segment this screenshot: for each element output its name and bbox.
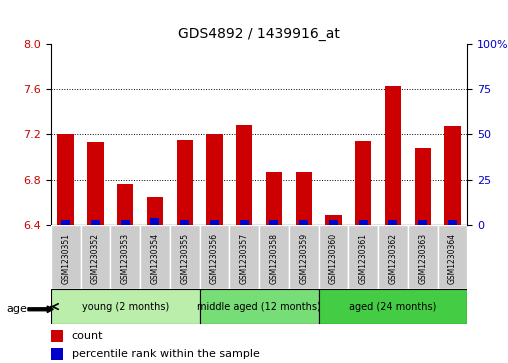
FancyBboxPatch shape	[51, 289, 200, 324]
Bar	[299, 220, 308, 225]
FancyBboxPatch shape	[378, 225, 408, 289]
FancyBboxPatch shape	[110, 225, 140, 289]
Text: GSM1230361: GSM1230361	[359, 233, 368, 284]
Bar	[150, 218, 160, 225]
FancyBboxPatch shape	[289, 225, 319, 289]
FancyBboxPatch shape	[319, 289, 467, 324]
Bar	[418, 220, 427, 225]
Text: GSM1230351: GSM1230351	[61, 233, 70, 284]
Text: GSM1230357: GSM1230357	[240, 233, 249, 284]
FancyBboxPatch shape	[229, 225, 259, 289]
FancyBboxPatch shape	[319, 225, 348, 289]
FancyBboxPatch shape	[140, 225, 170, 289]
Bar	[236, 125, 252, 225]
Bar	[269, 220, 278, 225]
Text: percentile rank within the sample: percentile rank within the sample	[72, 349, 260, 359]
FancyBboxPatch shape	[259, 225, 289, 289]
Text: aged (24 months): aged (24 months)	[350, 302, 437, 311]
Bar	[329, 220, 338, 225]
Text: GSM1230360: GSM1230360	[329, 233, 338, 284]
Bar	[206, 134, 223, 225]
Bar	[385, 86, 401, 225]
FancyBboxPatch shape	[170, 225, 200, 289]
Bar	[117, 184, 134, 225]
Bar	[121, 220, 130, 225]
Bar	[415, 148, 431, 225]
Text: GSM1230356: GSM1230356	[210, 233, 219, 284]
Bar	[444, 126, 461, 225]
FancyBboxPatch shape	[51, 225, 81, 289]
Text: GSM1230362: GSM1230362	[389, 233, 397, 284]
Bar	[389, 220, 397, 225]
Bar	[61, 220, 70, 225]
Bar	[51, 330, 64, 342]
Text: GSM1230363: GSM1230363	[418, 233, 427, 284]
Bar	[240, 220, 249, 225]
FancyBboxPatch shape	[408, 225, 437, 289]
Text: GSM1230353: GSM1230353	[121, 233, 130, 284]
Text: GSM1230364: GSM1230364	[448, 233, 457, 284]
Bar	[325, 215, 342, 225]
Bar	[51, 348, 64, 360]
Text: GSM1230355: GSM1230355	[180, 233, 189, 284]
Bar	[91, 220, 100, 225]
FancyBboxPatch shape	[348, 225, 378, 289]
Bar	[355, 141, 371, 225]
Text: age: age	[6, 304, 27, 314]
Text: GSM1230358: GSM1230358	[269, 233, 278, 284]
FancyBboxPatch shape	[437, 225, 467, 289]
Bar	[87, 142, 104, 225]
Text: count: count	[72, 331, 103, 341]
Bar	[448, 220, 457, 225]
Title: GDS4892 / 1439916_at: GDS4892 / 1439916_at	[178, 27, 340, 41]
Text: GSM1230354: GSM1230354	[150, 233, 160, 284]
Text: GSM1230352: GSM1230352	[91, 233, 100, 284]
FancyBboxPatch shape	[81, 225, 110, 289]
Text: GSM1230359: GSM1230359	[299, 233, 308, 284]
Text: middle aged (12 months): middle aged (12 months)	[197, 302, 321, 311]
Bar	[176, 140, 193, 225]
Bar	[296, 172, 312, 225]
Bar	[57, 134, 74, 225]
Bar	[210, 220, 219, 225]
Bar	[147, 197, 163, 225]
FancyBboxPatch shape	[200, 289, 319, 324]
FancyBboxPatch shape	[200, 225, 229, 289]
Bar	[180, 220, 189, 225]
Text: young (2 months): young (2 months)	[82, 302, 169, 311]
Bar	[359, 220, 368, 225]
Bar	[266, 172, 282, 225]
